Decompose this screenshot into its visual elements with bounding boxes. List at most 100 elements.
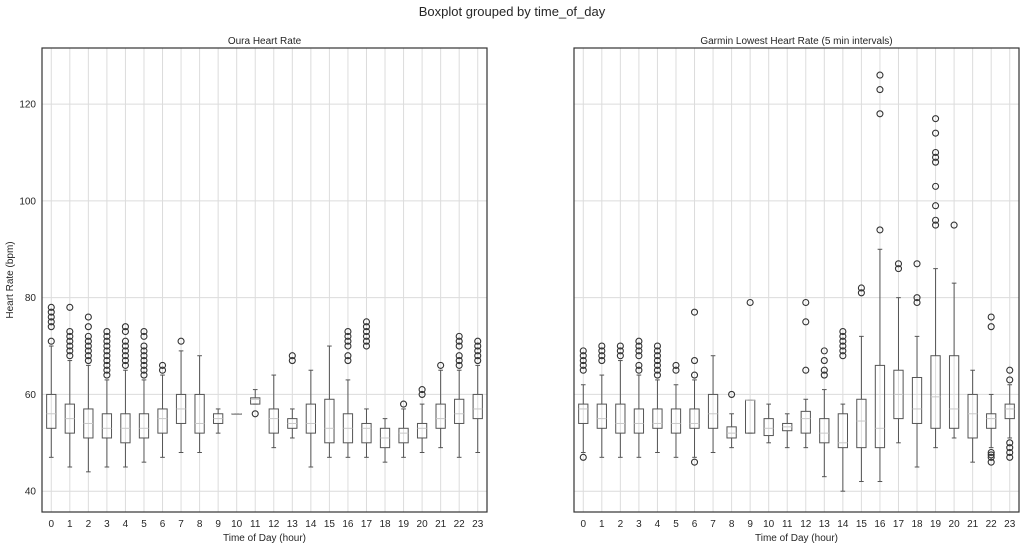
outlier-point xyxy=(616,352,624,360)
outlier-point xyxy=(635,347,643,355)
box-iqr xyxy=(435,403,446,429)
outlier-point xyxy=(158,366,167,374)
oura-x-tick-label: 2 xyxy=(86,519,92,530)
outlier-point xyxy=(362,342,371,350)
outlier-point xyxy=(876,110,884,118)
outlier-point xyxy=(746,298,754,307)
oura-box-hour-20 xyxy=(416,386,428,453)
outlier-point xyxy=(894,265,903,273)
outlier-point xyxy=(66,347,74,355)
outlier-point xyxy=(820,347,828,355)
garmin-x-tick-label: 10 xyxy=(763,519,775,530)
outlier-point xyxy=(121,361,129,369)
outlier-point xyxy=(474,342,482,350)
outlier-point xyxy=(47,303,55,311)
garmin-x-tick-label: 23 xyxy=(1004,519,1016,530)
outlier-point xyxy=(1006,366,1014,374)
oura-y-tick-label: 40 xyxy=(25,487,37,498)
outlier-point xyxy=(913,294,921,302)
outlier-point xyxy=(47,318,55,326)
outlier-point xyxy=(103,327,111,336)
box-iqr xyxy=(398,427,409,444)
oura-x-tick-label: 14 xyxy=(305,519,317,530)
outlier-point xyxy=(932,153,940,161)
outlier-point xyxy=(400,400,408,408)
outlier-point xyxy=(474,347,482,355)
outlier-point xyxy=(876,226,884,234)
outlier-point xyxy=(839,327,847,336)
outlier-point xyxy=(140,327,148,336)
box-iqr xyxy=(670,408,682,434)
outlier-point xyxy=(121,323,129,331)
outlier-point xyxy=(987,448,995,457)
oura-x-tick-label: 7 xyxy=(178,519,184,530)
box-iqr xyxy=(856,398,867,449)
outlier-point xyxy=(455,361,463,369)
oura-box-hour-14 xyxy=(305,369,316,468)
outlier-point xyxy=(932,115,940,123)
oura-box-hour-17 xyxy=(361,318,372,458)
garmin-box-hour-22 xyxy=(986,313,997,466)
outlier-point xyxy=(344,357,352,365)
outlier-point xyxy=(913,260,921,268)
outlier-point xyxy=(616,342,624,350)
outlier-point xyxy=(987,453,995,461)
outlier-point xyxy=(932,202,940,210)
outlier-point xyxy=(344,332,352,340)
outlier-point xyxy=(1006,439,1014,447)
box-iqr xyxy=(633,408,645,434)
oura-box-hour-1 xyxy=(64,303,75,468)
box-iqr xyxy=(652,408,663,429)
box-iqr xyxy=(930,355,941,429)
outlier-point xyxy=(288,357,296,365)
outlier-point xyxy=(121,357,129,365)
garmin-box-hour-23 xyxy=(1004,366,1015,461)
outlier-point xyxy=(47,308,55,316)
garmin-x-tick-label: 15 xyxy=(856,519,868,530)
garmin-box-hour-15 xyxy=(856,284,867,483)
outlier-point xyxy=(598,342,606,350)
outlier-point xyxy=(84,323,92,331)
outlier-point xyxy=(820,371,828,379)
outlier-point xyxy=(1006,444,1014,452)
outlier-point xyxy=(876,86,884,94)
outlier-point xyxy=(140,332,148,340)
garmin-x-tick-label: 5 xyxy=(673,519,679,530)
oura-x-tick-label: 20 xyxy=(417,519,429,530)
oura-y-tick-label: 80 xyxy=(25,293,37,304)
oura-box-hour-3 xyxy=(101,327,113,468)
garmin-box-hour-7 xyxy=(707,355,719,453)
outlier-point xyxy=(579,357,587,365)
oura-x-tick-label: 23 xyxy=(472,519,484,530)
box-iqr xyxy=(138,413,150,439)
oura-x-tick-label: 22 xyxy=(454,519,466,530)
garmin-x-tick-label: 3 xyxy=(636,519,642,530)
box-iqr xyxy=(416,422,428,439)
outlier-point xyxy=(820,357,828,365)
outlier-point xyxy=(876,71,884,79)
outlier-point xyxy=(802,298,810,307)
outlier-point xyxy=(103,357,111,365)
outlier-point xyxy=(344,342,352,350)
garmin-box-hour-11 xyxy=(782,413,793,449)
box-iqr xyxy=(911,376,923,424)
outlier-point xyxy=(635,352,643,360)
outlier-point xyxy=(1006,453,1014,461)
oura-x-tick-label: 10 xyxy=(231,519,243,530)
outlier-point xyxy=(839,332,847,340)
outlier-point xyxy=(950,221,958,229)
box-iqr xyxy=(361,422,372,444)
outlier-point xyxy=(653,352,661,360)
outlier-point xyxy=(635,342,643,350)
outlier-point xyxy=(579,347,587,355)
oura-box-hour-10 xyxy=(231,413,242,415)
oura-box-hour-12 xyxy=(268,374,279,449)
outlier-point xyxy=(672,366,680,374)
box-iqr xyxy=(726,426,737,439)
outlier-point xyxy=(66,337,74,345)
box-iqr xyxy=(268,408,279,434)
outlier-point xyxy=(653,371,661,379)
oura-box-hour-0 xyxy=(46,303,57,458)
garmin-box-hour-12 xyxy=(800,298,811,449)
